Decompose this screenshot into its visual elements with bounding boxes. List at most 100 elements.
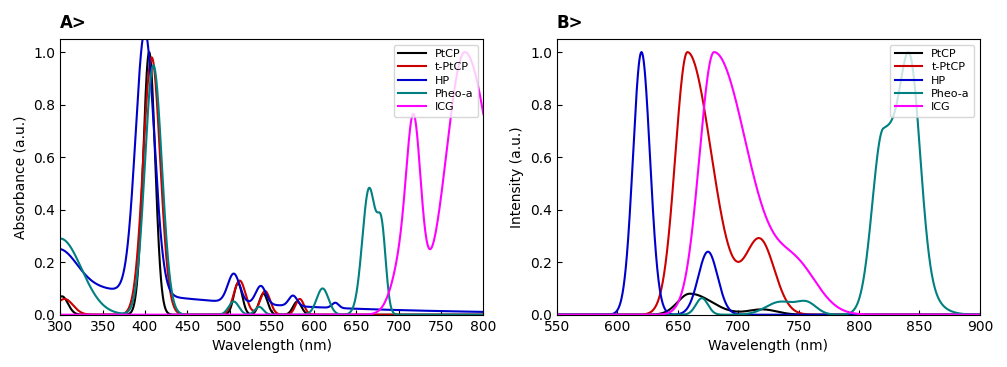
Line: HP: HP [60,32,483,312]
Legend: PtCP, t-PtCP, HP, Pheo-a, ICG: PtCP, t-PtCP, HP, Pheo-a, ICG [890,44,975,117]
Pheo-a [477,312,489,317]
t-PtCP [867,312,879,317]
HP [477,310,489,314]
Pheo-a [826,312,838,316]
HP [826,312,838,317]
t-PtCP [682,50,694,54]
ICG [215,312,228,317]
PtCP [402,312,414,317]
Line: ICG: ICG [60,52,483,315]
Line: Pheo-a: Pheo-a [60,65,483,315]
PtCP [215,312,228,317]
ICG [805,272,817,277]
t-PtCP [974,312,986,317]
HP [131,105,143,110]
HP [635,50,648,54]
PtCP [713,304,725,308]
HP [370,307,382,312]
Pheo-a [902,50,914,54]
ICG [826,301,838,305]
PtCP [867,312,879,317]
Y-axis label: Intensity (a.u.): Intensity (a.u.) [511,126,525,228]
ICG [329,312,341,317]
Pheo-a [402,312,414,317]
PtCP [143,50,155,54]
ICG [459,50,471,54]
Pheo-a [54,236,66,241]
ICG [713,52,725,57]
PtCP [826,312,838,317]
ICG [370,310,382,315]
Pheo-a [898,58,910,63]
t-PtCP [329,312,341,317]
t-PtCP [308,312,320,317]
Y-axis label: Absorbance (a.u.): Absorbance (a.u.) [14,115,28,239]
HP [974,312,986,317]
ICG [402,146,414,151]
PtCP [370,312,382,317]
HP [713,278,725,283]
ICG [867,312,879,317]
Text: A>: A> [60,14,88,32]
t-PtCP [627,312,639,317]
PtCP [329,312,341,317]
PtCP [627,312,639,317]
PtCP [551,312,563,317]
t-PtCP [402,312,414,317]
t-PtCP [54,299,66,303]
PtCP [54,295,66,299]
HP [867,312,879,317]
HP [329,301,341,305]
Pheo-a [627,312,639,317]
t-PtCP [472,312,484,317]
HP [627,140,639,145]
HP [54,247,66,251]
t-PtCP [477,312,489,317]
ICG [131,312,143,317]
t-PtCP [826,312,838,317]
ICG [308,312,320,317]
t-PtCP [370,312,382,317]
ICG [708,50,720,54]
Pheo-a [551,312,563,317]
PtCP [898,312,910,317]
ICG [54,312,66,317]
t-PtCP [805,312,817,317]
t-PtCP [146,55,158,59]
PtCP [974,312,986,317]
X-axis label: Wavelength (nm): Wavelength (nm) [211,339,332,353]
Line: t-PtCP: t-PtCP [60,57,483,315]
Line: ICG: ICG [557,52,980,315]
ICG [974,312,986,317]
ICG [627,312,639,317]
X-axis label: Wavelength (nm): Wavelength (nm) [708,339,829,353]
ICG [551,312,563,317]
t-PtCP [131,254,143,258]
Pheo-a [308,303,320,308]
Line: PtCP: PtCP [60,52,483,315]
Legend: PtCP, t-PtCP, HP, Pheo-a, ICG: PtCP, t-PtCP, HP, Pheo-a, ICG [394,44,477,117]
Pheo-a [370,209,382,213]
HP [139,29,151,34]
Line: t-PtCP: t-PtCP [557,52,980,315]
HP [402,308,414,313]
Text: B>: B> [557,14,583,32]
Pheo-a [805,301,817,305]
Pheo-a [866,199,878,204]
Line: PtCP: PtCP [557,294,980,315]
ICG [898,312,910,317]
t-PtCP [551,312,563,317]
t-PtCP [215,312,228,316]
Pheo-a [974,312,986,317]
PtCP [131,279,143,283]
Pheo-a [147,63,159,68]
HP [308,305,320,309]
Pheo-a [131,273,143,277]
t-PtCP [898,312,910,317]
Pheo-a [215,312,228,316]
ICG [477,112,489,116]
HP [898,312,910,317]
Line: HP: HP [557,52,980,315]
HP [551,312,563,317]
t-PtCP [713,197,725,201]
